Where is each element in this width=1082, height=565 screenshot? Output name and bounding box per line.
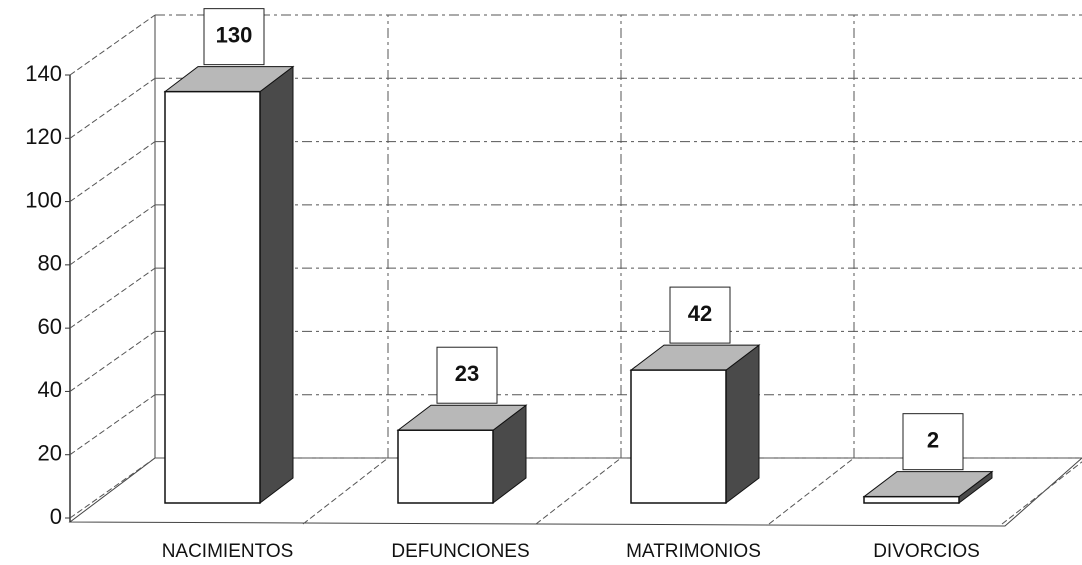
y-tick-label: 60 xyxy=(38,314,62,339)
bar xyxy=(164,90,261,504)
y-tick-label: 40 xyxy=(38,377,62,402)
x-tick-label: MATRIMONIOS xyxy=(626,541,761,562)
y-tick-label: 100 xyxy=(25,187,62,212)
x-tick-label: NACIMIENTOS xyxy=(162,541,294,562)
y-tick-label: 0 xyxy=(50,504,62,529)
value-label-box xyxy=(203,8,265,66)
floor xyxy=(68,457,1082,527)
bar xyxy=(397,429,494,504)
value-label: 42 xyxy=(688,301,712,326)
x-tick-label: DIVORCIOS xyxy=(873,541,980,562)
bar xyxy=(630,369,727,504)
value-label-box xyxy=(669,286,731,344)
grid-line xyxy=(69,394,156,456)
y-tick-label: 20 xyxy=(38,441,62,466)
grid-line xyxy=(69,14,156,76)
value-label: 130 xyxy=(216,22,253,47)
value-label: 23 xyxy=(455,361,479,386)
grid-line xyxy=(69,204,156,266)
grid-line xyxy=(69,141,156,202)
value-label-box xyxy=(902,413,964,471)
floor-divider xyxy=(302,457,389,525)
floor-divider xyxy=(768,457,855,525)
bar xyxy=(863,495,960,504)
x-tick-label: DEFUNCIONES xyxy=(391,541,529,562)
grid-line xyxy=(69,331,156,392)
y-tick-label: 120 xyxy=(25,124,62,149)
floor-divider xyxy=(535,457,622,525)
grid-line xyxy=(69,457,156,519)
grid-line xyxy=(69,77,156,139)
y-tick-label: 140 xyxy=(25,61,62,86)
bar-side xyxy=(725,344,760,505)
floor-divider xyxy=(1001,461,1082,525)
bar-side xyxy=(259,65,294,505)
y-tick-label: 80 xyxy=(38,251,62,276)
grid-line xyxy=(69,267,156,329)
value-label-box xyxy=(436,346,498,404)
value-label: 2 xyxy=(927,427,939,452)
